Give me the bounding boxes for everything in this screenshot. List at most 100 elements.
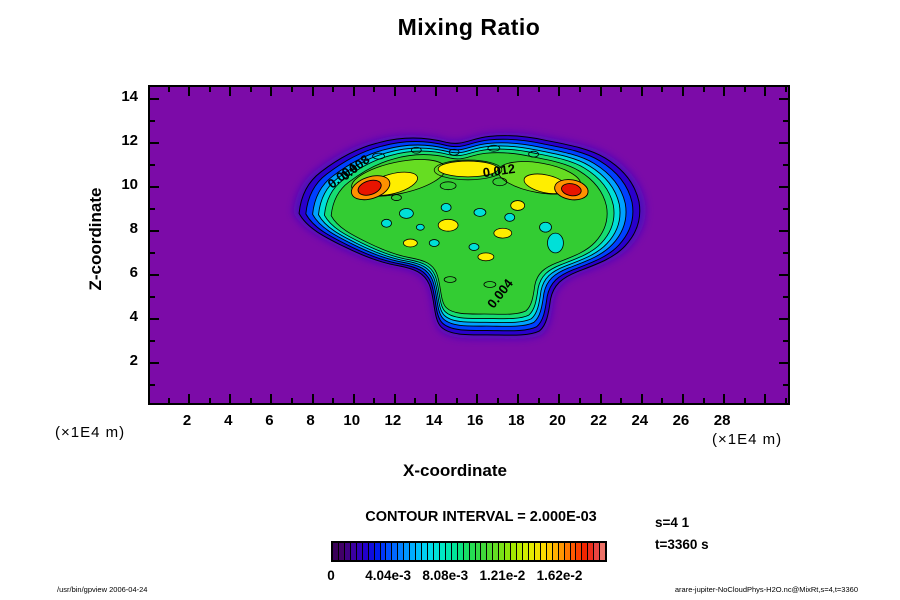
colorbar-tick-label: 4.04e-3: [365, 568, 412, 583]
colorbar-tick-label: 0: [327, 568, 335, 583]
x-tick: [476, 394, 479, 403]
colorbar-segment: [450, 543, 457, 560]
colorbar-segment: [444, 543, 451, 560]
colorbar-segment: [343, 543, 350, 560]
colorbar-segment: [409, 543, 416, 560]
x-axis-title: X-coordinate: [403, 461, 507, 480]
colorbar-segment: [403, 543, 410, 560]
x-tick: [517, 87, 520, 96]
x-tick: [352, 394, 355, 403]
x-tick-label: 20: [549, 412, 566, 429]
x-tick: [435, 394, 438, 403]
x-tick-label: 18: [507, 412, 525, 429]
colorbar-segment: [397, 543, 404, 560]
x-tick: [743, 87, 746, 92]
x-tick-label: 14: [425, 412, 443, 429]
x-tick: [208, 398, 211, 403]
x-tick: [579, 87, 582, 92]
z-tick: [779, 274, 788, 277]
z-tick: [779, 142, 788, 145]
footer-program-stamp: /usr/bin/gpview 2006-04-24: [57, 585, 148, 594]
x-tick: [620, 398, 623, 403]
x-tick: [640, 87, 643, 96]
z-tick: [150, 98, 159, 101]
x-tick: [167, 87, 170, 92]
x-tick: [270, 87, 273, 96]
z-tick-label: 6: [129, 264, 138, 282]
colorbar-segment: [504, 543, 511, 560]
z-tick: [783, 208, 788, 211]
x-tick: [476, 87, 479, 96]
x-tick: [311, 394, 314, 403]
z-tick: [150, 340, 155, 343]
z-tick-label: 2: [129, 352, 138, 369]
x-tick: [558, 87, 561, 96]
z-tick: [150, 252, 155, 255]
x-tick: [702, 87, 705, 92]
x-tick: [270, 394, 273, 403]
x-tick-label: 4: [224, 412, 233, 429]
colorbar-segment: [468, 543, 475, 560]
x-tick: [537, 87, 540, 92]
x-tick: [393, 394, 396, 403]
info-slice: s=4 1: [655, 515, 690, 530]
x-tick: [640, 394, 643, 403]
x-tick-label: 22: [590, 412, 607, 429]
x-tick: [661, 398, 664, 403]
colorbar-segment: [593, 543, 600, 560]
colorbar-tick-label: 1.21e-2: [479, 568, 526, 583]
z-tick: [150, 274, 159, 277]
z-tick: [150, 296, 155, 299]
z-tick-label: 12: [121, 132, 138, 150]
z-tick: [150, 208, 155, 211]
x-tick: [681, 87, 684, 96]
colorbar-segment: [379, 543, 386, 560]
axis-unit-left: (×1E4 m): [55, 424, 126, 441]
colorbar-segment: [373, 543, 380, 560]
x-tick: [496, 398, 499, 403]
x-tick: [784, 398, 787, 403]
colorbar-segment: [599, 543, 606, 560]
x-tick: [599, 87, 602, 96]
x-tick: [332, 398, 335, 403]
colorbar-segment: [486, 543, 493, 560]
x-tick: [373, 87, 376, 92]
x-tick: [702, 398, 705, 403]
colorbar-segment: [427, 543, 433, 560]
colorbar-segment: [361, 543, 368, 560]
colorbar-segment: [421, 543, 427, 560]
z-tick: [783, 120, 788, 123]
z-tick: [150, 120, 155, 123]
x-tick-label: 8: [306, 412, 315, 429]
colorbar-segment: [575, 543, 582, 560]
colorbar-segment: [385, 543, 392, 560]
x-tick: [661, 87, 664, 92]
z-tick: [779, 362, 788, 364]
z-tick: [779, 230, 788, 233]
z-tick: [150, 318, 159, 321]
colorbar-segment: [337, 543, 344, 560]
x-tick: [414, 87, 417, 92]
x-tick-label: 12: [384, 412, 402, 429]
x-tick: [188, 87, 191, 96]
colorbar-segment: [539, 543, 546, 560]
x-tick: [537, 398, 540, 403]
z-tick: [779, 318, 788, 321]
colorbar-segment: [492, 543, 499, 560]
x-tick-label: 2: [182, 412, 192, 429]
colorbar-segment: [569, 543, 576, 560]
x-tick-label: 16: [466, 412, 484, 429]
z-tick: [779, 98, 788, 101]
x-tick: [290, 398, 293, 403]
x-tick: [496, 87, 499, 92]
x-tick: [332, 87, 335, 92]
x-tick-label: 10: [343, 412, 361, 429]
z-tick: [150, 384, 155, 386]
plot-area: [148, 85, 790, 405]
x-tick-label: 26: [672, 412, 690, 429]
colorbar-segment: [587, 543, 594, 560]
colorbar-segment: [527, 543, 534, 560]
x-tick: [414, 398, 417, 403]
z-tick: [783, 252, 788, 255]
z-tick: [150, 164, 155, 167]
